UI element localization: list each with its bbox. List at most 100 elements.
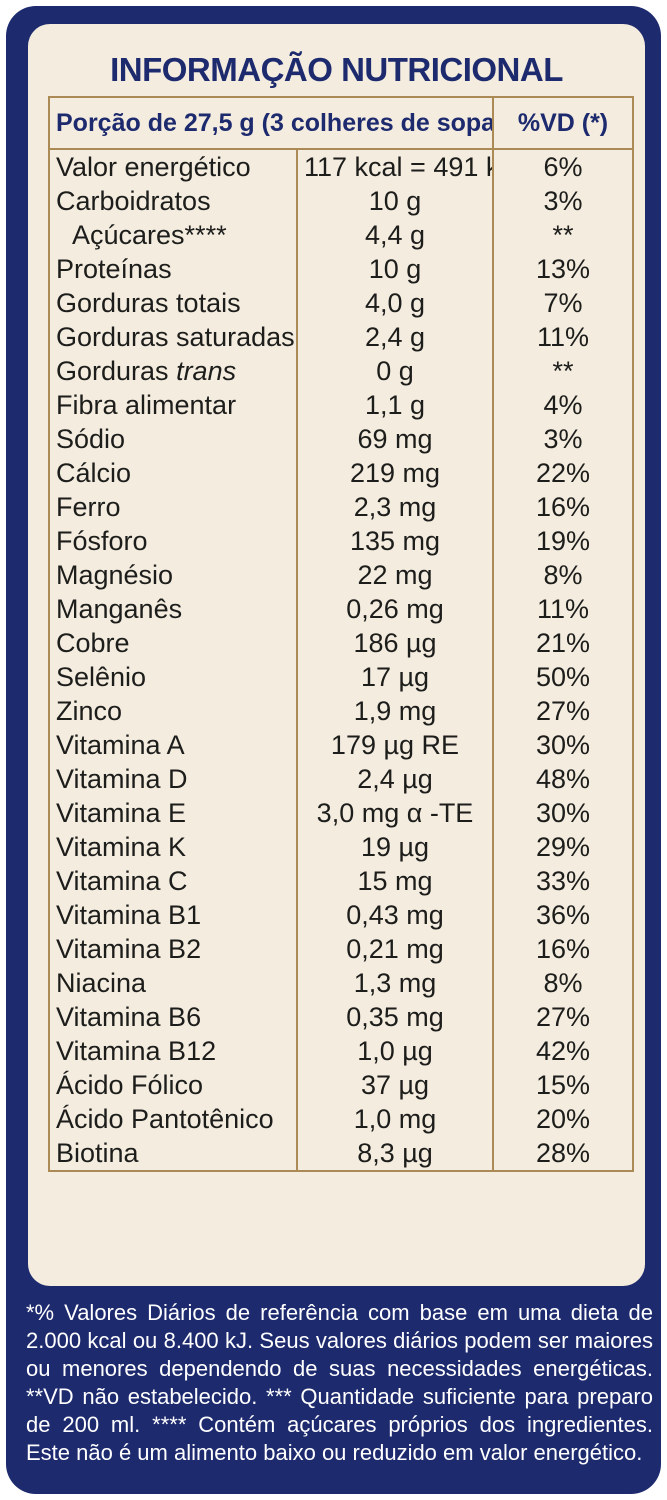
nutrient-vd: 7% (492, 286, 634, 320)
nutrient-amount: 1,3 mg (296, 966, 494, 1000)
nutrient-name: Niacina (48, 966, 298, 1000)
nutrient-vd: 21% (492, 626, 634, 660)
nutrient-name: Valor energético (48, 149, 298, 184)
nutrient-amount: 17 µg (296, 660, 494, 694)
nutrient-name: Vitamina A (48, 728, 298, 762)
nutrient-amount: 2,4 g (296, 320, 494, 354)
nutrient-vd: 30% (492, 728, 634, 762)
table-row: Gorduras saturadas 2,4 g 11% (48, 320, 634, 354)
table-row: Ácido Fólico 37 µg 15% (48, 1068, 634, 1102)
table-row: Gorduras trans 0 g ** (48, 354, 634, 388)
nutrient-amount: 1,0 µg (296, 1034, 494, 1068)
nutrient-vd: 33% (492, 864, 634, 898)
nutrient-name: Vitamina B6 (48, 1000, 298, 1034)
nutrient-vd: 48% (492, 762, 634, 796)
nutrient-name: Ácido Pantotênico (48, 1102, 298, 1136)
nutrient-amount: 1,0 mg (296, 1102, 494, 1136)
nutrient-amount: 15 mg (296, 864, 494, 898)
nutrient-amount: 179 µg RE (296, 728, 494, 762)
nutrient-vd: 15% (492, 1068, 634, 1102)
nutrition-panel: INFORMAÇÃO NUTRICIONAL Porção de 27,5 g … (28, 24, 645, 1286)
nutrient-amount: 2,4 µg (296, 762, 494, 796)
table-row: Vitamina B12 1,0 µg 42% (48, 1034, 634, 1068)
table-row: Vitamina B2 0,21 mg 16% (48, 932, 634, 966)
table-row: Biotina 8,3 µg 28% (48, 1136, 634, 1172)
nutrient-amount: 0 g (296, 354, 494, 388)
nutrient-amount: 4,4 g (296, 218, 494, 252)
nutrient-name: Carboidratos (48, 184, 298, 218)
table-row: Zinco 1,9 mg 27% (48, 694, 634, 728)
nutrient-vd: 11% (492, 320, 634, 354)
table-row: Valor energético 117 kcal = 491 kJ 6% (48, 149, 634, 184)
nutrient-name: Magnésio (48, 558, 298, 592)
nutrient-amount: 19 µg (296, 830, 494, 864)
nutrient-name: Gorduras saturadas (48, 320, 298, 354)
nutrient-amount: 0,35 mg (296, 1000, 494, 1034)
table-row: Vitamina B6 0,35 mg 27% (48, 1000, 634, 1034)
nutrient-vd: 42% (492, 1034, 634, 1068)
nutrient-vd: 8% (492, 558, 634, 592)
nutrient-vd: 13% (492, 252, 634, 286)
table-row: Cobre 186 µg 21% (48, 626, 634, 660)
nutrient-vd: 27% (492, 694, 634, 728)
nutrient-amount: 10 g (296, 252, 494, 286)
nutrient-name: Proteínas (48, 252, 298, 286)
nutrient-name: Vitamina E (48, 796, 298, 830)
nutrient-vd: 22% (492, 456, 634, 490)
nutrient-amount: 219 mg (296, 456, 494, 490)
footnote-text: *% Valores Diários de referência com bas… (26, 1300, 653, 1465)
nutrient-amount: 117 kcal = 491 kJ (296, 149, 494, 184)
nutrient-amount: 4,0 g (296, 286, 494, 320)
nutrient-name: Gorduras trans (48, 354, 298, 388)
nutrient-vd: ** (492, 218, 634, 252)
nutrient-amount: 8,3 µg (296, 1136, 494, 1172)
table-row: Ferro 2,3 mg 16% (48, 490, 634, 524)
nutrient-vd: 50% (492, 660, 634, 694)
nutrient-name: Sódio (48, 422, 298, 456)
nutrient-vd: 29% (492, 830, 634, 864)
table-row: Vitamina B1 0,43 mg 36% (48, 898, 634, 932)
nutrient-vd: 11% (492, 592, 634, 626)
nutrient-name: Vitamina C (48, 864, 298, 898)
table-row: Selênio 17 µg 50% (48, 660, 634, 694)
label-frame: INFORMAÇÃO NUTRICIONAL Porção de 27,5 g … (6, 6, 661, 1494)
table-row: Gorduras totais 4,0 g 7% (48, 286, 634, 320)
nutrient-name: Açúcares**** (48, 218, 298, 252)
table-row: Magnésio 22 mg 8% (48, 558, 634, 592)
nutrient-vd: ** (492, 354, 634, 388)
nutrient-name: Vitamina B2 (48, 932, 298, 966)
nutrition-table: Porção de 27,5 g (3 colheres de sopa) **… (48, 96, 634, 1172)
nutrient-name: Vitamina B12 (48, 1034, 298, 1068)
nutrition-title: INFORMAÇÃO NUTRICIONAL (110, 51, 563, 88)
nutrient-rows: Valor energético 117 kcal = 491 kJ 6% Carbo… (48, 149, 634, 1172)
table-row: Vitamina C 15 mg 33% (48, 864, 634, 898)
nutrient-amount: 0,21 mg (296, 932, 494, 966)
nutrient-amount: 69 mg (296, 422, 494, 456)
table-header-row: Porção de 27,5 g (3 colheres de sopa) **… (48, 96, 634, 150)
table-row: Manganês 0,26 mg 11% (48, 592, 634, 626)
nutrient-vd: 3% (492, 422, 634, 456)
nutrient-vd: 6% (492, 149, 634, 184)
nutrient-amount: 2,3 mg (296, 490, 494, 524)
nutrient-amount: 37 µg (296, 1068, 494, 1102)
nutrient-name: Ácido Fólico (48, 1068, 298, 1102)
nutrient-amount: 135 mg (296, 524, 494, 558)
nutrient-amount: 3,0 mg α -TE (296, 796, 494, 830)
nutrient-vd: 16% (492, 932, 634, 966)
nutrient-vd: 36% (492, 898, 634, 932)
nutrient-amount: 0,43 mg (296, 898, 494, 932)
nutrient-name: Cobre (48, 626, 298, 660)
nutrient-name: Vitamina B1 (48, 898, 298, 932)
table-row: Vitamina E 3,0 mg α -TE 30% (48, 796, 634, 830)
table-row: Fósforo 135 mg 19% (48, 524, 634, 558)
nutrient-name: Selênio (48, 660, 298, 694)
nutrient-name: Ferro (48, 490, 298, 524)
table-row: Vitamina K 19 µg 29% (48, 830, 634, 864)
table-row: Cálcio 219 mg 22% (48, 456, 634, 490)
nutrient-vd: 28% (492, 1136, 634, 1172)
nutrient-name: Vitamina K (48, 830, 298, 864)
nutrient-vd: 8% (492, 966, 634, 1000)
table-row: Vitamina A 179 µg RE 30% (48, 728, 634, 762)
nutrient-name: Zinco (48, 694, 298, 728)
table-row: Carboidratos 10 g 3% (48, 184, 634, 218)
